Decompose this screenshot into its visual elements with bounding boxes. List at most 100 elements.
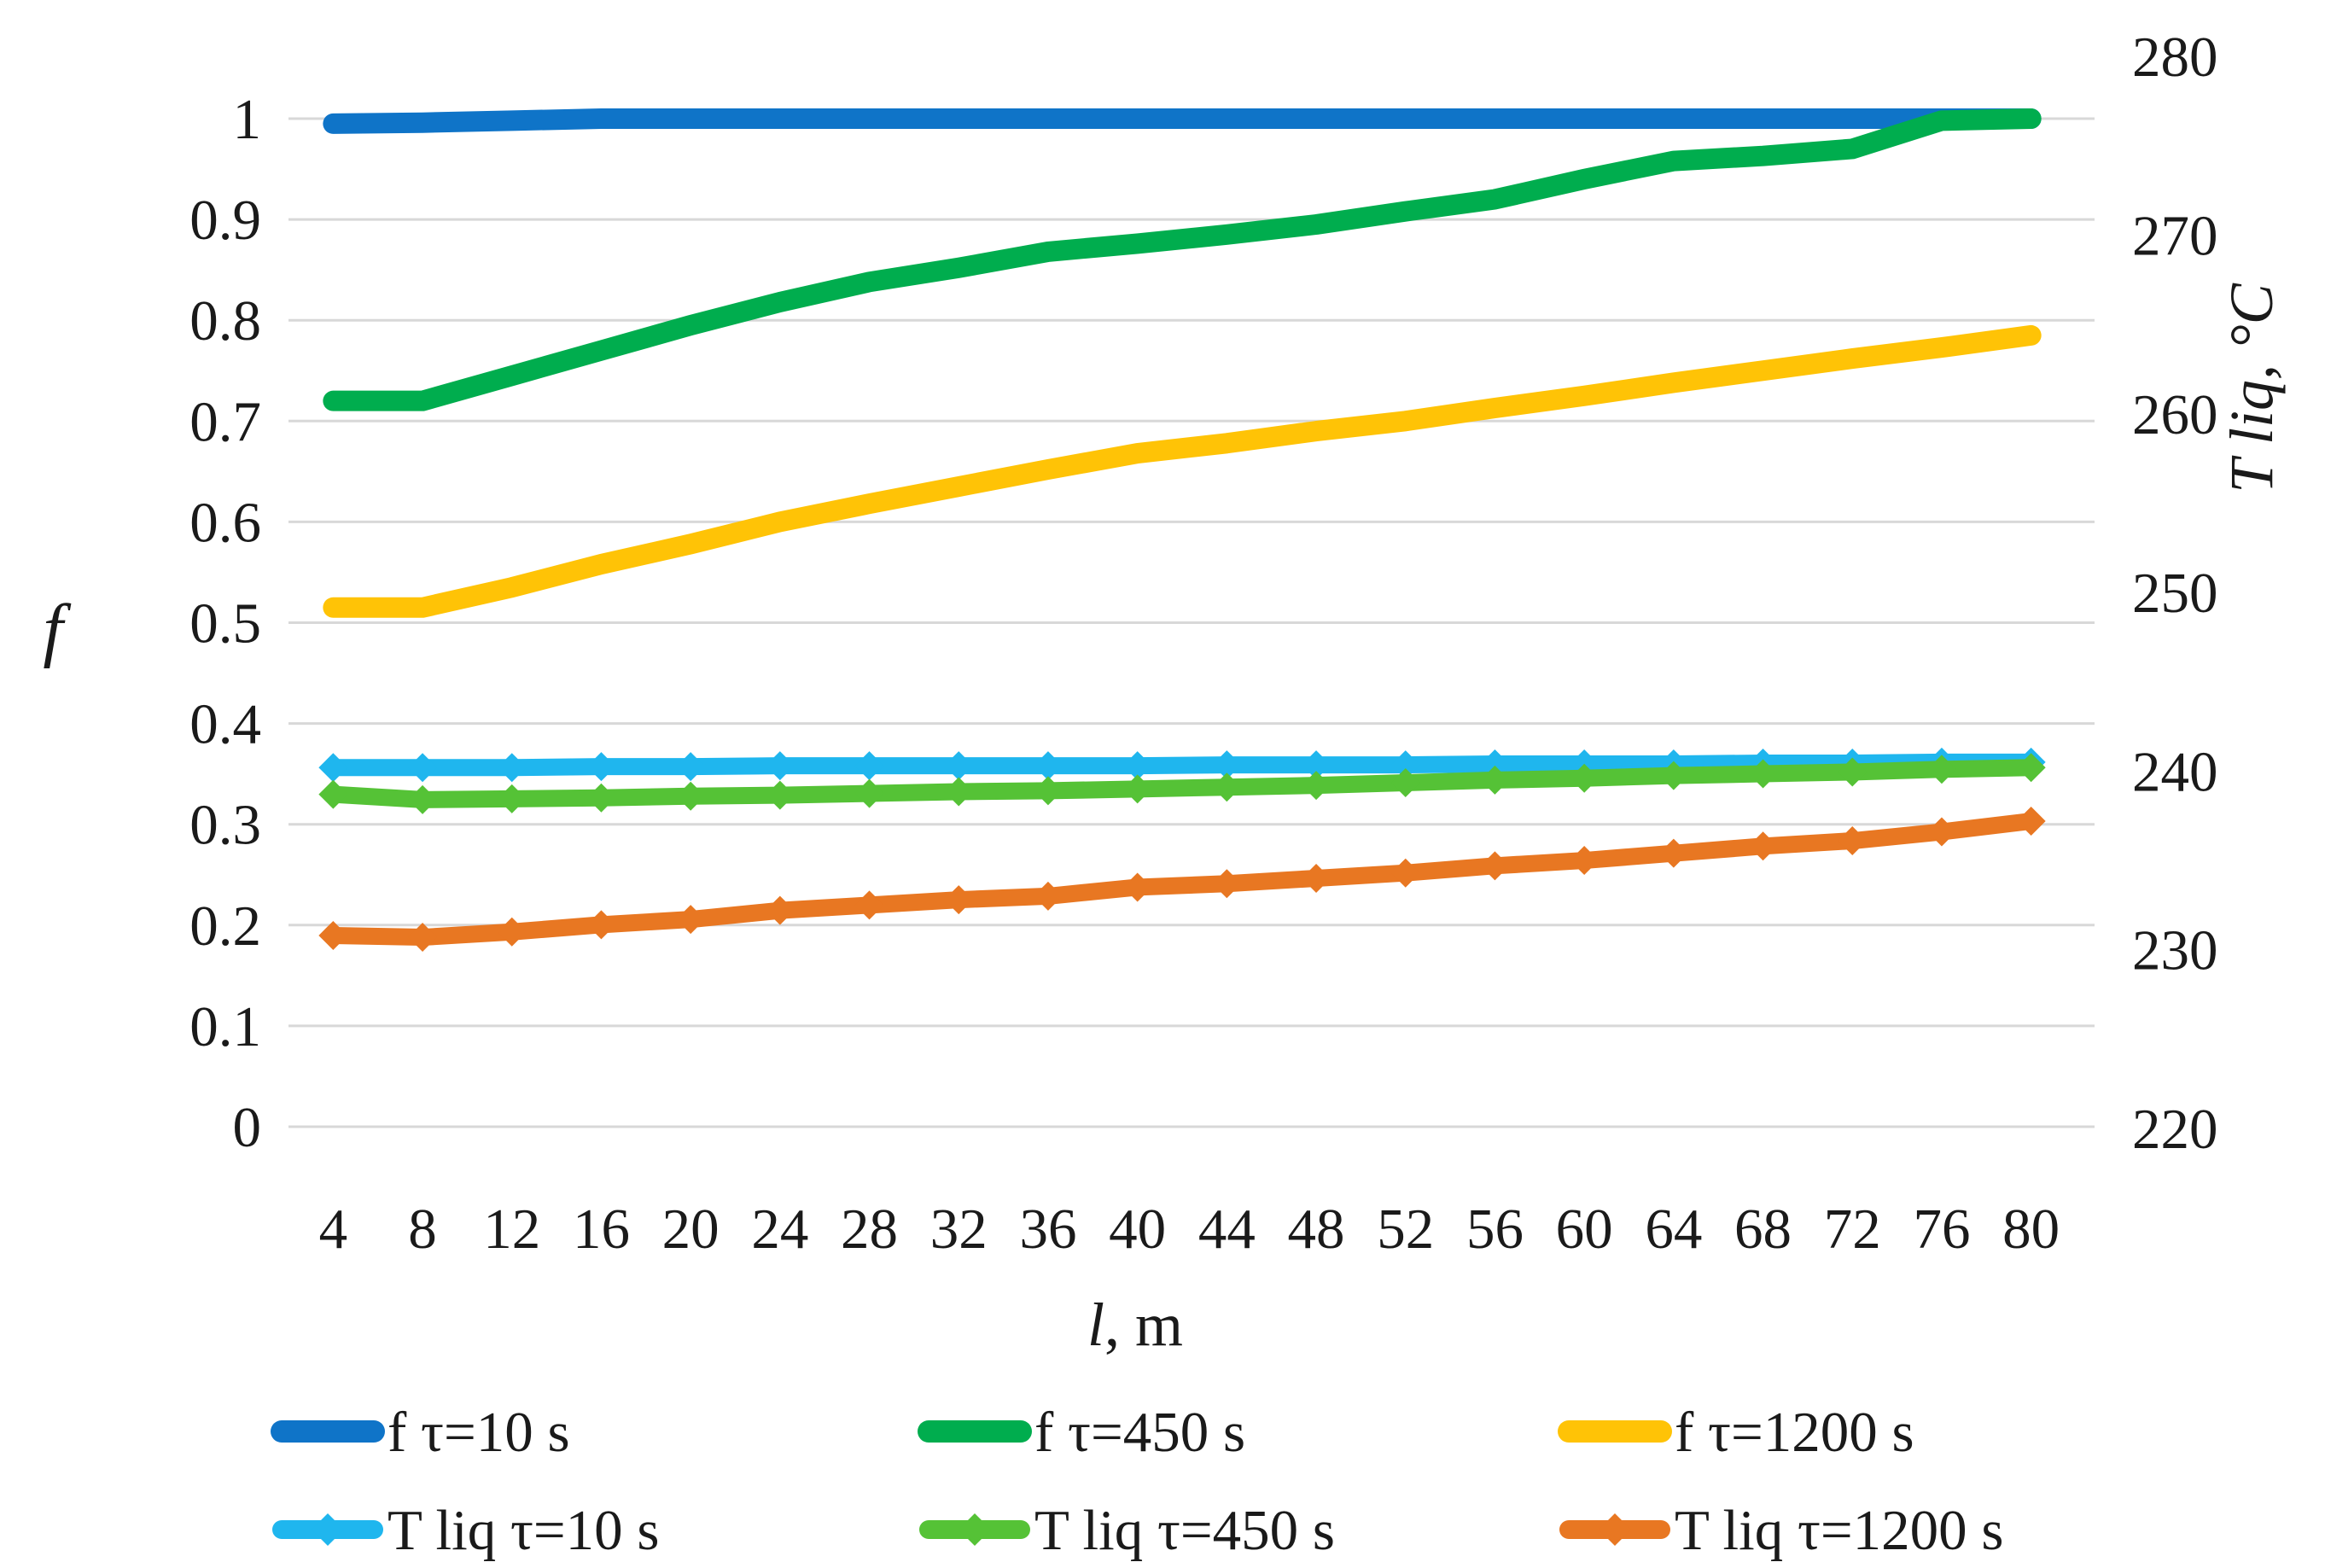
series-line-t-liq-1200-s	[324, 813, 2040, 947]
right-axis-tick-label: 280	[2132, 26, 2218, 89]
series-marker	[1122, 751, 1152, 781]
legend-marker	[312, 1513, 344, 1546]
legend-label: f τ=450 s	[1034, 1401, 1245, 1464]
series-marker	[1570, 846, 1600, 876]
left-axis-tick-label: 0.5	[189, 592, 261, 656]
series-marker	[318, 753, 348, 783]
left-axis-tick-label: 0.8	[189, 289, 261, 353]
x-axis-tick-label: 12	[483, 1198, 540, 1261]
x-axis-tick-label: 28	[841, 1198, 898, 1261]
series-marker	[1570, 763, 1600, 793]
series-marker	[676, 781, 706, 811]
series-marker	[1033, 881, 1063, 911]
series-marker	[408, 923, 438, 953]
series-marker	[1390, 750, 1420, 780]
x-axis-title: l, m	[1087, 1291, 1183, 1359]
legend-item: T liq τ=450 s	[919, 1499, 1335, 1562]
x-axis-tick-label: 52	[1377, 1198, 1434, 1261]
legend-item: T liq τ=1200 s	[1559, 1499, 2003, 1562]
legend-item: f τ=10 s	[271, 1401, 570, 1464]
x-axis-tick-label: 44	[1198, 1198, 1256, 1261]
x-axis-tick-label: 4	[319, 1198, 348, 1261]
series-marker	[854, 778, 884, 808]
left-axis-tick-label: 0.9	[189, 189, 261, 252]
right-axis-tick-label: 230	[2132, 919, 2218, 982]
series-marker	[586, 752, 616, 782]
left-axis-tick-label: 0.3	[189, 794, 261, 857]
series-marker	[1838, 826, 1868, 856]
x-axis-tick-label: 32	[930, 1198, 988, 1261]
series-marker	[1390, 858, 1420, 888]
series-line-t-liq-10-s	[324, 753, 2040, 777]
x-axis-tick-label: 72	[1824, 1198, 1881, 1261]
series-marker	[586, 783, 616, 813]
x-axis-tick-label: 8	[408, 1198, 437, 1261]
series-line-f-1200-s	[323, 324, 2042, 618]
right-axis-tick-label: 250	[2132, 562, 2218, 625]
series-marker	[944, 885, 974, 915]
legend-label: T liq τ=10 s	[388, 1499, 659, 1562]
left-axis-tick-label: 0.6	[189, 491, 261, 554]
series-marker	[676, 905, 706, 935]
legend-item: f τ=450 s	[918, 1401, 1245, 1464]
legend-label: T liq τ=1200 s	[1675, 1499, 2003, 1562]
series-line-f-10-s	[323, 108, 2042, 134]
left-axis-tick-label: 0.1	[189, 995, 261, 1058]
series-line-f-450-s	[323, 108, 2042, 411]
series-marker	[1212, 869, 1242, 899]
series-marker	[765, 751, 795, 781]
series-marker	[1838, 757, 1868, 787]
series-marker	[2016, 753, 2046, 783]
series-marker	[1658, 761, 1688, 790]
right-axis-tick-label: 220	[2132, 1098, 2218, 1161]
legend-item: f τ=1200 s	[1558, 1401, 1914, 1464]
left-axis-tick-label: 0	[233, 1096, 262, 1159]
right-axis-tick-label: 260	[2132, 383, 2218, 446]
series-marker	[408, 784, 438, 814]
x-axis-tick-label: 56	[1466, 1198, 1524, 1261]
series-marker	[1480, 765, 1510, 795]
series-marker	[944, 777, 974, 807]
series-marker	[676, 752, 706, 782]
right-axis-title: T liq, °C	[2217, 283, 2286, 493]
series-marker	[1390, 768, 1420, 798]
x-axis-tick-label: 24	[751, 1198, 808, 1261]
series-marker	[318, 920, 348, 950]
series-line-t-liq-450-s	[324, 759, 2040, 808]
series-marker	[1658, 838, 1688, 868]
right-axis-tick-label: 270	[2132, 205, 2218, 268]
legend-label: f τ=1200 s	[1675, 1401, 1914, 1464]
series-marker	[497, 917, 527, 947]
x-axis-tick-label: 60	[1556, 1198, 1613, 1261]
series-marker	[944, 751, 974, 781]
series-marker	[1122, 872, 1152, 902]
series-marker	[1748, 759, 1778, 789]
series-marker	[497, 753, 527, 783]
series-marker	[1302, 771, 1331, 801]
legend-label: T liq τ=450 s	[1034, 1499, 1335, 1562]
series-marker	[1212, 772, 1242, 802]
legend-marker	[1599, 1513, 1631, 1546]
x-axis-tick-label: 64	[1645, 1198, 1702, 1261]
legend-marker	[959, 1513, 991, 1546]
series-marker	[1212, 750, 1242, 780]
x-axis-tick-label: 36	[1019, 1198, 1076, 1261]
legend-item: T liq τ=10 s	[272, 1499, 659, 1562]
right-axis-tick-label: 240	[2132, 740, 2218, 803]
x-axis-tick-label: 76	[1913, 1198, 1970, 1261]
x-axis-tick-label: 16	[573, 1198, 630, 1261]
series-marker	[854, 751, 884, 781]
left-axis-tick-label: 0.2	[189, 895, 261, 958]
series-marker	[1926, 755, 1956, 784]
series-marker	[1122, 774, 1152, 804]
series-marker	[854, 890, 884, 920]
series-marker	[318, 779, 348, 809]
x-axis-tick-label: 20	[662, 1198, 720, 1261]
series-marker	[408, 753, 438, 783]
series-marker	[1480, 851, 1510, 881]
series-marker	[1033, 751, 1063, 781]
series-marker	[765, 895, 795, 925]
series-marker	[765, 780, 795, 810]
